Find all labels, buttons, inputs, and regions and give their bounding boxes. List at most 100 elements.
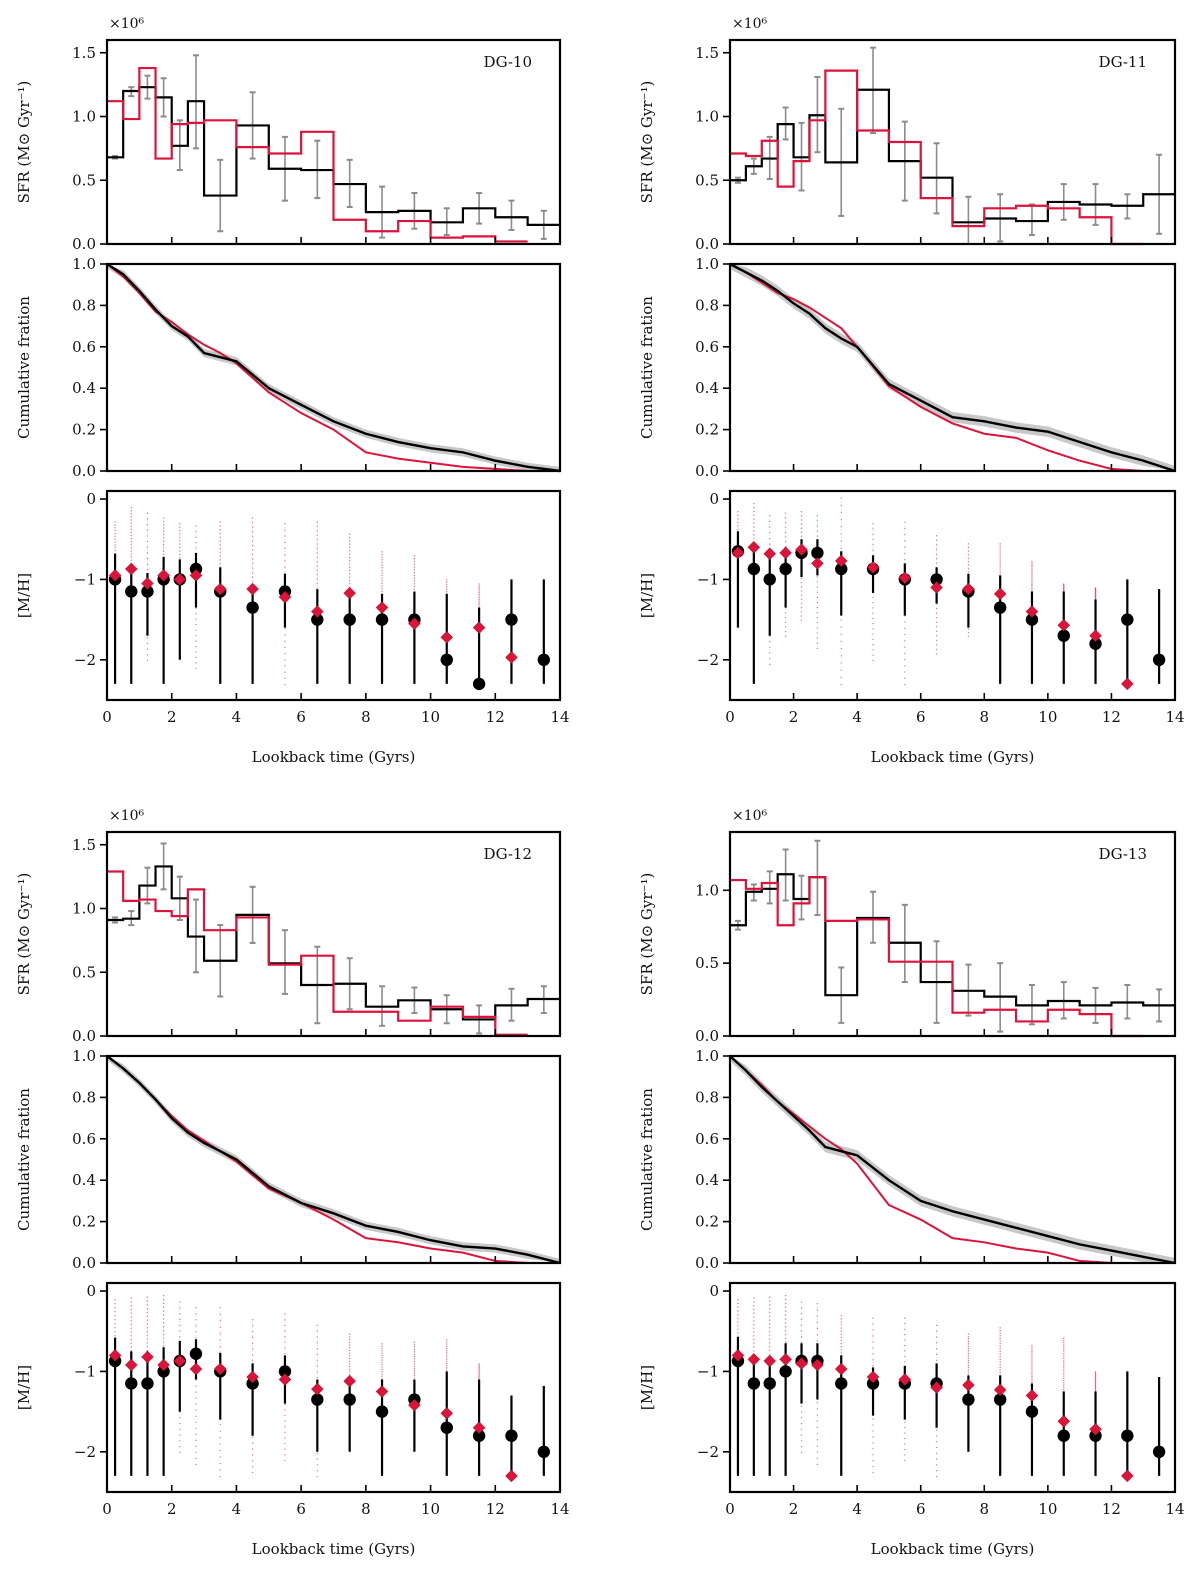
metallicity-sample-dot [737,1302,739,1304]
metallicity-sample-dot [316,1342,318,1344]
metallicity-sample-dot [316,565,318,567]
metallicity-sample-dot [130,510,132,512]
metallicity-recovered-point [779,1353,792,1366]
metallicity-sample-dot [219,1313,221,1315]
metallicity-sample-dot [1031,588,1033,590]
x-tick-label: 8 [980,1500,990,1518]
metallicity-sample-dot [146,563,149,565]
metallicity-sample-dot [146,569,149,571]
metallicity-true-point [505,613,518,626]
metallicity-sample-dot [840,511,842,513]
metallicity-true-point [779,1365,792,1378]
metallicity-sample-dot [1063,590,1065,593]
metallicity-sample-dot [872,596,874,598]
metallicity-sample-dot [130,531,132,534]
metallicity-true-point [1089,1429,1102,1442]
metallicity-sample-dot [816,606,819,609]
metallicity-sample-dot [769,515,771,517]
metallicity-sample-dot [195,1463,197,1466]
metallicity-sample-dot [349,536,351,539]
metallicity-recovered-point [763,547,777,560]
metallicity-sample-dot [872,1335,874,1337]
metallicity-sample-dot [967,635,969,637]
metallicity-sample-dot [904,658,906,661]
metallicity-sample-dot [219,563,221,565]
metallicity-sample-dot [967,1350,969,1352]
metallicity-sample-dot [967,1369,969,1371]
y-axis-label: Cumulative fration [638,1088,656,1231]
metallicity-sample-dot [219,544,221,546]
metallicity-sample-dot [478,585,480,587]
metallicity-sample-dot [252,567,254,569]
metallicity-sample-dot [284,1442,286,1445]
metallicity-recovered-point [1057,1414,1071,1428]
sfr-panel: 0.0 0.5 1.0 1.5 SFR (M⊙ Gyr⁻¹) ×10⁶ DG-12 [15,808,562,1045]
metallicity-sample-dot [252,1330,254,1333]
metallicity-sample-dot [114,530,116,532]
metallicity-sample-dot [872,1418,874,1420]
x-tick-label: 2 [167,708,177,726]
metallicity-sample-dot [872,549,874,551]
metallicity-sample-dot [816,622,819,624]
y-tick-label: −2 [697,1443,719,1461]
metallicity-sample-dot [381,590,383,592]
metallicity-sample-dot [769,1300,771,1302]
metallicity-sample-dot [769,1319,771,1321]
y-tick-label: 0.5 [72,171,96,189]
metallicity-sample-dot [872,1424,874,1426]
cumulative-uncertainty-band [730,1056,1175,1263]
metallicity-sample-dot [478,595,480,597]
metallicity-sample-dot [737,525,739,527]
metallicity-sample-dot [769,520,771,523]
metallicity-sample-dot [381,572,383,574]
y-tick-label: 1.0 [695,1047,719,1065]
metallicity-sample-dot [840,1321,842,1323]
metallicity-sample-dot [130,525,132,527]
metallicity-sample-dot [381,569,383,571]
metallicity-sample-dot [840,1342,842,1345]
metallicity-sample-dot [219,536,221,538]
metallicity-sample-dot [163,1329,165,1332]
x-tick-label: 8 [361,708,371,726]
axes-frame [105,489,562,702]
metallicity-sample-dot [130,547,132,549]
metallicity-sample-dot [967,546,969,549]
metallicity-sample-dot [446,1360,448,1363]
metallicity-sample-dot [967,543,969,545]
metallicity-sample-dot [413,1353,415,1355]
metallicity-recovered-point [124,562,138,576]
metallicity-panel: 0 2 4 6 8 10 12 14 0 −1 −2 [M/H] Lookback time (Gyrs… [15,489,570,766]
metallicity-sample-dot [349,1365,351,1368]
metallicity-recovered-point [1089,1423,1102,1436]
cumulative-uncertainty-band [107,1056,560,1263]
metallicity-sample-dot [195,1325,197,1327]
y-tick-label: 0.4 [695,1171,719,1189]
metallicity-sample-dot [872,1359,874,1361]
metallicity-sample-dot [284,1431,286,1433]
metallicity-sample-dot [349,1333,351,1335]
metallicity-sample-dot [446,1347,448,1350]
metallicity-sample-dot [1031,1362,1033,1364]
metallicity-sample-dot [840,640,842,643]
metallicity-sample-dot [967,1343,969,1345]
metallicity-recovered-point [246,1370,259,1384]
metallicity-sample-dot [737,1325,739,1327]
metallicity-sample-dot [1063,587,1065,589]
metallicity-sample-dot [800,607,803,609]
metallicity-sample-dot [316,1452,318,1454]
metallicity-sample-dot [999,1356,1001,1358]
metallicity-sample-dot [800,577,803,580]
metallicity-sample-dot [478,600,480,602]
metallicity-sample-dot [999,1340,1001,1342]
metallicity-sample-dot [284,1409,286,1411]
metallicity-sample-dot [1063,1371,1065,1373]
sfr-recovered-step-line [730,876,1144,1038]
metallicity-sample-dot [999,564,1001,566]
metallicity-sample-dot [1031,583,1033,586]
y-tick-label: 0.5 [695,954,719,972]
metallicity-sample-dot [446,579,448,581]
metallicity-sample-dot [904,1443,906,1445]
metallicity-sample-dot [1063,1346,1065,1348]
metallicity-sample-dot [904,621,906,623]
y-tick-label: 0.0 [695,462,719,480]
